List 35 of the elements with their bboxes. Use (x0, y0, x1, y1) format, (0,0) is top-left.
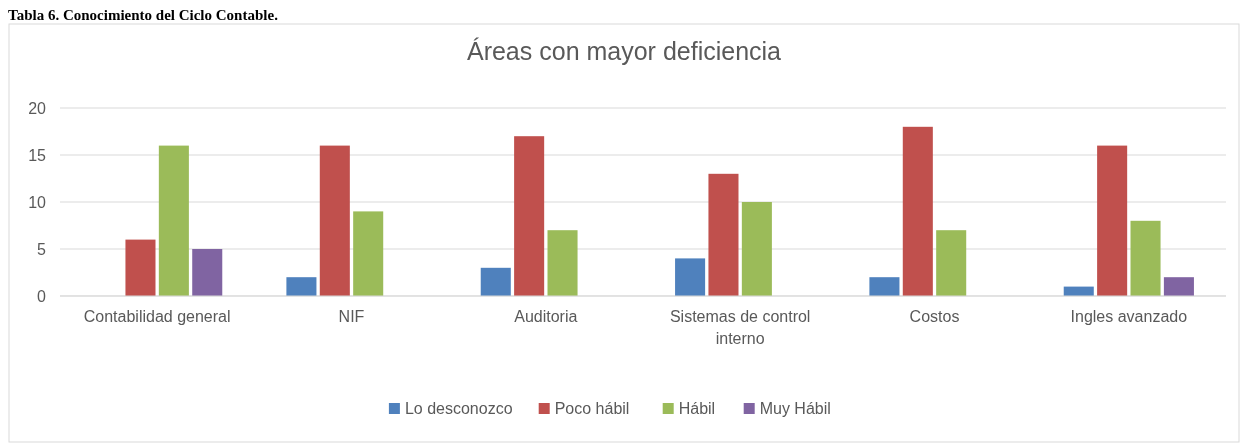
bar (741, 202, 772, 296)
x-tick-label: Ingles avanzado (1070, 308, 1188, 325)
bar (675, 258, 706, 296)
bar (708, 173, 739, 296)
bar (192, 249, 223, 296)
x-tick-label: Costos (909, 308, 960, 325)
x-tick-label: NIF (338, 308, 365, 325)
bar (353, 211, 384, 296)
bar (125, 239, 156, 296)
bar (319, 145, 350, 296)
x-tick-label: Sistemas de control interno (669, 308, 811, 347)
legend-label: Hábil (678, 400, 716, 417)
bar (480, 267, 511, 296)
bar (514, 136, 545, 296)
legend-label: Lo desconozco (404, 400, 513, 417)
bar (158, 145, 189, 296)
x-tick-label: Auditoria (514, 308, 578, 325)
y-tick-label: 10 (28, 194, 47, 211)
text: Tabla 6. Conocimiento del Ciclo Contable. (8, 7, 279, 23)
y-tick-label: 5 (37, 241, 47, 258)
legend-label: Muy Hábil (759, 400, 831, 417)
bar (1130, 220, 1161, 296)
bar (286, 277, 317, 296)
bar (1097, 145, 1128, 296)
bar (1163, 277, 1194, 296)
bar (902, 126, 933, 296)
y-tick-label: 0 (37, 288, 47, 305)
y-tick-label: 20 (28, 100, 47, 117)
bar (869, 277, 900, 296)
chart-title: Áreas con mayor deficiencia (466, 37, 782, 65)
bar (936, 230, 967, 296)
x-tick-label: Contabilidad general (83, 308, 231, 325)
legend-label: Poco hábil (554, 400, 630, 417)
y-tick-label: 15 (28, 147, 47, 164)
bar (547, 230, 578, 296)
